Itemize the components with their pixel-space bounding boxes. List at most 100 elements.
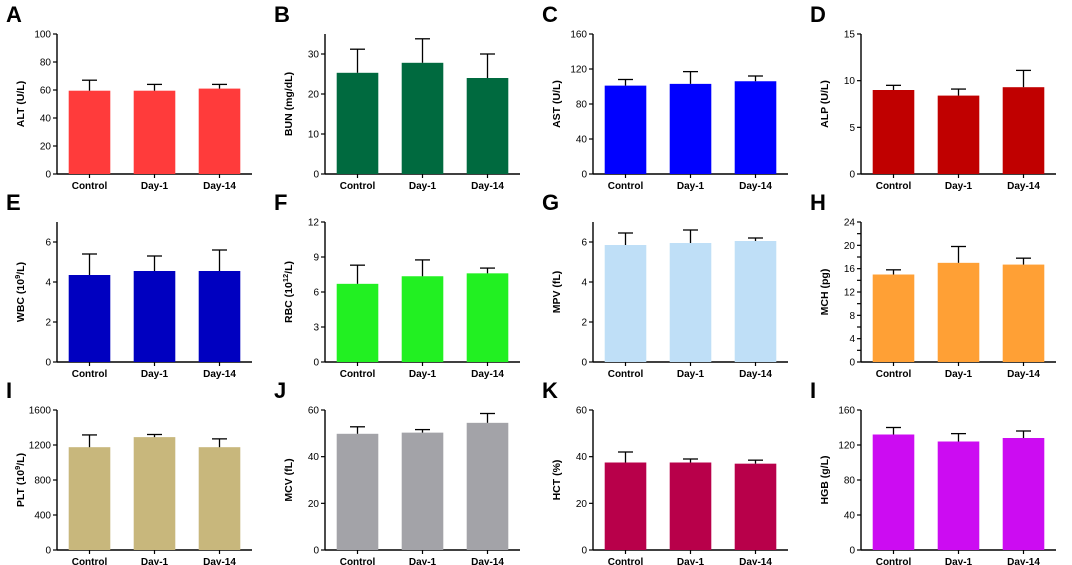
bar-chart-svg: K 0 20 40 60 HCT (%) Control Day-1 Day-14 <box>542 378 788 565</box>
y-tick-label: 0 <box>313 170 319 181</box>
category-label: Control <box>876 557 912 565</box>
panel-letter: G <box>542 190 559 215</box>
error-bar-control <box>618 232 633 245</box>
y-tick-label: 0 <box>849 358 855 369</box>
bar-day-1 <box>937 95 980 174</box>
category-label: Day-1 <box>945 557 973 565</box>
chart-panel-8: H 0 4 8 12 16 20 24 MCH (pg) Control Day-1 Day-14 <box>804 188 1072 380</box>
bar-control <box>68 90 111 174</box>
error-bar-day-14 <box>212 249 227 271</box>
y-axis-label: HGB (g/L) <box>819 456 831 505</box>
y-axis-label: MPV (fL) <box>551 271 563 314</box>
bar-day-14 <box>1002 264 1045 362</box>
y-tick-label: 160 <box>570 30 587 41</box>
bar-day-14 <box>198 447 241 550</box>
bar-day-14 <box>1002 87 1045 174</box>
category-label: Control <box>876 181 912 192</box>
bar-control <box>604 85 647 174</box>
bar-day-14 <box>466 422 509 550</box>
category-label: Day-1 <box>141 557 169 565</box>
bar-control <box>872 434 915 550</box>
category-label: Day-14 <box>739 369 772 380</box>
y-tick-label: 20 <box>844 241 856 252</box>
y-axis-label: WBC (109/L) <box>13 262 28 322</box>
error-bar-control <box>82 253 97 275</box>
category-label: Day-14 <box>471 369 504 380</box>
category-label: Control <box>72 369 108 380</box>
y-tick-label: 6 <box>45 238 51 249</box>
error-bar-control <box>618 451 633 463</box>
y-tick-label: 20 <box>308 499 320 510</box>
y-tick-label: 6 <box>581 238 587 249</box>
category-label: Day-1 <box>677 181 705 192</box>
bar-day-1 <box>401 432 444 550</box>
y-tick-label: 1200 <box>29 441 52 452</box>
category-label: Day-14 <box>1007 557 1040 565</box>
bar-chart-svg: F 0 3 6 9 12 RBC (1012/L) Control Day-1 Day-14 <box>274 190 520 380</box>
y-axis-label: ALP (U/L) <box>819 80 831 128</box>
category-label: Control <box>340 181 376 192</box>
y-tick-label: 4 <box>45 278 51 289</box>
category-label: Control <box>340 557 376 565</box>
bar-day-1 <box>669 243 712 362</box>
category-label: Control <box>608 557 644 565</box>
bar-day-14 <box>734 81 777 174</box>
error-bar-day-14 <box>480 412 495 423</box>
bar-chart-svg: G 0 2 4 6 MPV (fL) Control Day-1 Day-14 <box>542 190 788 380</box>
y-tick-label: 15 <box>844 30 856 41</box>
category-label: Day-14 <box>1007 369 1040 380</box>
category-label: Control <box>608 369 644 380</box>
error-bar-day-1 <box>951 245 966 263</box>
error-bar-control <box>618 78 633 86</box>
bar-day-1 <box>669 83 712 174</box>
y-tick-label: 40 <box>40 114 52 125</box>
category-label: Day-14 <box>203 181 236 192</box>
category-label: Control <box>72 557 108 565</box>
y-tick-label: 0 <box>581 358 587 369</box>
error-bar-control <box>886 84 901 90</box>
panel-letter: I <box>810 378 816 403</box>
bar-control <box>336 433 379 550</box>
error-bar-control <box>350 264 365 284</box>
error-bar-day-1 <box>683 70 698 84</box>
panel-letter: D <box>810 2 826 27</box>
y-tick-label: 2 <box>581 318 587 329</box>
bar-day-1 <box>669 462 712 550</box>
y-tick-label: 400 <box>34 511 51 522</box>
y-tick-label: 40 <box>844 511 856 522</box>
y-tick-label: 100 <box>34 30 51 41</box>
y-tick-label: 10 <box>844 76 856 87</box>
y-tick-label: 0 <box>45 358 51 369</box>
error-bar-day-1 <box>415 38 430 63</box>
bar-day-1 <box>937 441 980 550</box>
bar-control <box>68 447 111 550</box>
bar-day-14 <box>466 273 509 362</box>
category-label: Day-14 <box>203 369 236 380</box>
error-bar-control <box>886 269 901 275</box>
error-bar-control <box>82 79 97 91</box>
bar-day-14 <box>466 78 509 174</box>
bar-chart-svg: J 0 20 40 60 MCV (fL) Control Day-1 Day-14 <box>274 378 520 565</box>
bar-day-1 <box>133 437 176 550</box>
category-label: Day-14 <box>203 557 236 565</box>
bar-control <box>68 275 111 362</box>
y-tick-label: 120 <box>838 441 855 452</box>
error-bar-day-1 <box>147 83 162 91</box>
bar-day-14 <box>734 463 777 550</box>
y-tick-label: 60 <box>40 86 52 97</box>
bar-day-14 <box>198 271 241 362</box>
panel-letter: B <box>274 2 290 27</box>
panel-letter: H <box>810 190 826 215</box>
y-axis-label: AST (U/L) <box>551 80 563 128</box>
chart-panel-6: F 0 3 6 9 12 RBC (1012/L) Control Day-1 Day-14 <box>268 188 536 380</box>
y-axis-label: ALT (U/L) <box>15 81 27 127</box>
category-label: Day-14 <box>1007 181 1040 192</box>
chart-panel-7: G 0 2 4 6 MPV (fL) Control Day-1 Day-14 <box>536 188 804 380</box>
y-tick-label: 2 <box>45 318 51 329</box>
category-label: Day-14 <box>471 181 504 192</box>
bar-control <box>336 283 379 362</box>
error-bar-day-14 <box>212 438 227 448</box>
error-bar-day-14 <box>748 459 763 464</box>
chart-panel-12: I 0 40 80 120 160 HGB (g/L) Control Day-1 Day-14 <box>804 376 1072 565</box>
